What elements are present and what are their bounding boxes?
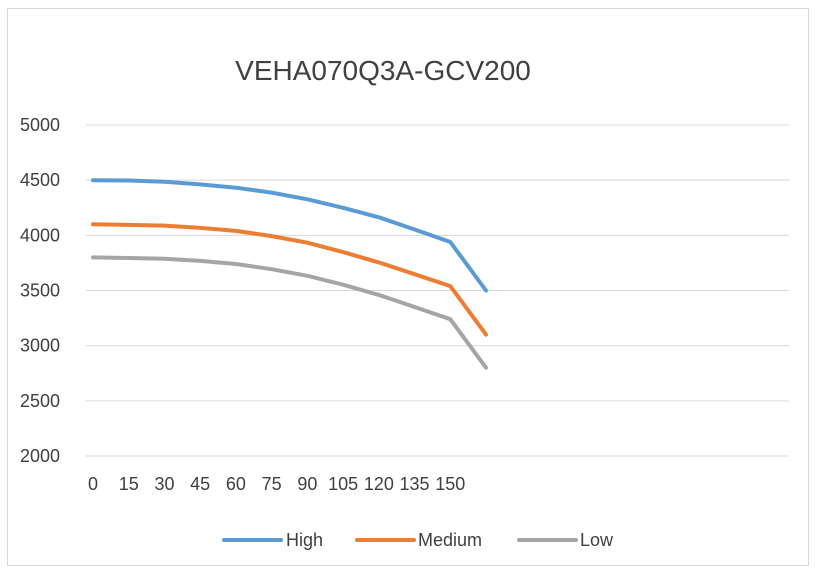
- x-tick-label: 15: [119, 474, 139, 494]
- x-tick-label: 75: [262, 474, 282, 494]
- legend: High Medium Low: [224, 530, 614, 550]
- y-tick-label: 2500: [20, 391, 60, 411]
- legend-label-medium: Medium: [418, 530, 482, 550]
- x-tick-label: 90: [297, 474, 317, 494]
- y-tick-label: 4500: [20, 170, 60, 190]
- y-tick-label: 3000: [20, 336, 60, 356]
- x-axis-tick-labels: 0 15 30 45 60 75 90 105 120 135 150: [88, 474, 465, 494]
- y-axis-tick-labels: 2000 2500 3000 3500 4000 4500 5000: [20, 115, 60, 466]
- gridlines: [86, 125, 789, 456]
- x-tick-label: 150: [435, 474, 465, 494]
- x-tick-label: 120: [364, 474, 394, 494]
- legend-label-high: High: [286, 530, 323, 550]
- x-tick-label: 60: [226, 474, 246, 494]
- y-tick-label: 2000: [20, 446, 60, 466]
- series-lines: [93, 180, 486, 368]
- x-tick-label: 135: [400, 474, 430, 494]
- series-line-medium: [93, 224, 486, 334]
- x-tick-label: 0: [88, 474, 98, 494]
- y-tick-label: 3500: [20, 281, 60, 301]
- x-tick-label: 30: [154, 474, 174, 494]
- y-tick-label: 4000: [20, 225, 60, 245]
- chart-title: VEHA070Q3A-GCV200: [235, 55, 531, 86]
- y-tick-label: 5000: [20, 115, 60, 135]
- x-tick-label: 105: [328, 474, 358, 494]
- series-line-low: [93, 257, 486, 367]
- legend-label-low: Low: [580, 530, 614, 550]
- x-tick-label: 45: [190, 474, 210, 494]
